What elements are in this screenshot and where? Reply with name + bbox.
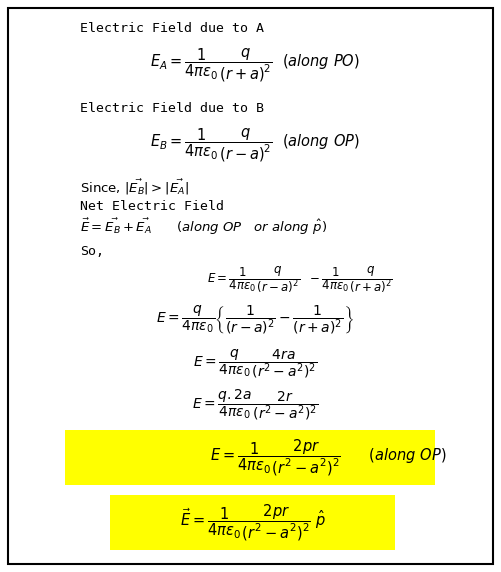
Text: $E = \dfrac{q}{4\pi\varepsilon_0}\left\{\dfrac{1}{(r-a)^2} -\dfrac{1}{(r+a)^2}\r: $E = \dfrac{q}{4\pi\varepsilon_0}\left\{… bbox=[156, 304, 354, 336]
Bar bbox=[110, 495, 395, 550]
Text: Electric Field due to A: Electric Field due to A bbox=[80, 22, 264, 35]
Text: Net Electric Field: Net Electric Field bbox=[80, 200, 224, 213]
Text: $\vec{E} = \dfrac{1}{4\pi\varepsilon_0}\dfrac{2pr}{(r^2-a^2)^2}\ \hat{p}$: $\vec{E} = \dfrac{1}{4\pi\varepsilon_0}\… bbox=[180, 503, 326, 543]
Bar bbox=[65, 430, 435, 485]
Text: $E = \dfrac{q}{4\pi\varepsilon_0}\dfrac{4ra}{(r^2-a^2)^2}$: $E = \dfrac{q}{4\pi\varepsilon_0}\dfrac{… bbox=[193, 348, 317, 380]
Text: $E = \dfrac{q.2a}{4\pi\varepsilon_0}\dfrac{2r}{(r^2-a^2)^2}$: $E = \dfrac{q.2a}{4\pi\varepsilon_0}\dfr… bbox=[192, 387, 318, 423]
Text: $E = \dfrac{1}{4\pi\varepsilon_0}\dfrac{q}{(r-a)^2}\ \ -\dfrac{1}{4\pi\varepsilo: $E = \dfrac{1}{4\pi\varepsilon_0}\dfrac{… bbox=[207, 265, 393, 295]
Text: Since, $|\vec{E_B}| > |\vec{E_A}|$: Since, $|\vec{E_B}| > |\vec{E_A}|$ bbox=[80, 178, 189, 197]
Text: $E = \dfrac{1}{4\pi\varepsilon_0}\dfrac{2pr}{(r^2-a^2)^2}$      $(along\ OP)$: $E = \dfrac{1}{4\pi\varepsilon_0}\dfrac{… bbox=[210, 438, 446, 478]
Text: $E_B = \dfrac{1}{4\pi\varepsilon_0}\dfrac{q}{(r-a)^2}$  $(along\ OP)$: $E_B = \dfrac{1}{4\pi\varepsilon_0}\dfra… bbox=[150, 126, 360, 164]
Text: $E_A = \dfrac{1}{4\pi\varepsilon_0}\dfrac{q}{(r+a)^2}$  $(along\ PO)$: $E_A = \dfrac{1}{4\pi\varepsilon_0}\dfra… bbox=[150, 46, 360, 84]
Text: $\vec{E} = \vec{E_B} + \vec{E_A}$      $(along\ OP\ \ \ or\ along\ \hat{p})$: $\vec{E} = \vec{E_B} + \vec{E_A}$ $(alon… bbox=[80, 217, 327, 237]
Text: Electric Field due to B: Electric Field due to B bbox=[80, 102, 264, 115]
Text: So,: So, bbox=[80, 245, 104, 258]
